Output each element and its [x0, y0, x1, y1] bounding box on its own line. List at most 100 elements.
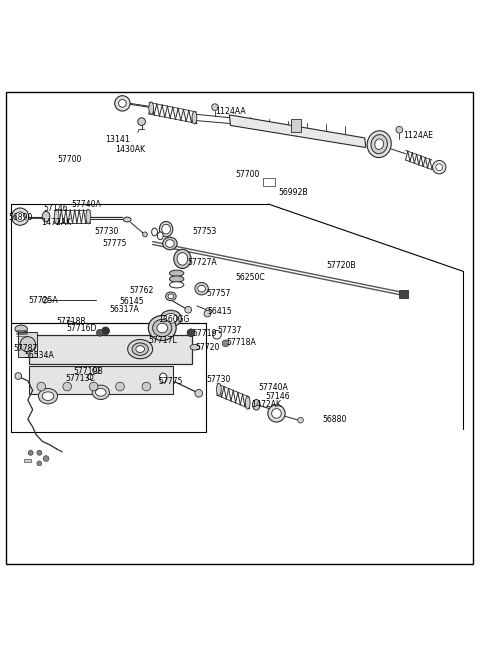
Circle shape: [37, 461, 42, 466]
Text: 57737: 57737: [217, 327, 241, 335]
Circle shape: [89, 382, 98, 391]
Circle shape: [204, 310, 211, 317]
Circle shape: [436, 164, 443, 171]
Ellipse shape: [96, 388, 106, 396]
Ellipse shape: [42, 211, 50, 222]
Ellipse shape: [163, 237, 177, 250]
Ellipse shape: [177, 253, 188, 265]
Ellipse shape: [169, 270, 184, 276]
Ellipse shape: [216, 383, 221, 396]
Text: 57718R: 57718R: [57, 317, 86, 326]
Text: 56415: 56415: [207, 307, 232, 316]
Text: 13141: 13141: [106, 135, 131, 144]
Text: 57700: 57700: [235, 170, 260, 179]
Bar: [29, 335, 192, 365]
Ellipse shape: [38, 388, 58, 404]
Circle shape: [93, 367, 99, 374]
Ellipse shape: [195, 282, 208, 295]
Ellipse shape: [160, 310, 181, 327]
Text: 57757: 57757: [206, 289, 231, 298]
Text: 56250C: 56250C: [235, 273, 265, 281]
Text: 57718A: 57718A: [227, 338, 256, 347]
Text: 57730: 57730: [94, 228, 119, 237]
Text: 57753: 57753: [192, 228, 216, 237]
Ellipse shape: [166, 292, 176, 300]
Ellipse shape: [213, 331, 221, 339]
Text: 1430AK: 1430AK: [115, 145, 145, 154]
Circle shape: [195, 390, 203, 397]
Text: 57146: 57146: [265, 392, 289, 401]
Circle shape: [63, 382, 72, 391]
Text: 57727A: 57727A: [187, 258, 217, 267]
Circle shape: [432, 161, 446, 174]
Text: 1472AK: 1472AK: [252, 400, 281, 409]
Circle shape: [42, 297, 48, 303]
Circle shape: [143, 232, 147, 237]
Circle shape: [15, 373, 22, 379]
Ellipse shape: [198, 285, 205, 292]
Text: 57720B: 57720B: [326, 261, 356, 270]
Circle shape: [187, 329, 195, 337]
Circle shape: [268, 405, 285, 422]
Circle shape: [138, 118, 145, 125]
Circle shape: [116, 382, 124, 391]
Ellipse shape: [157, 232, 163, 239]
Bar: [24, 459, 31, 462]
Ellipse shape: [128, 340, 153, 359]
Text: 56317A: 56317A: [109, 305, 139, 314]
Ellipse shape: [152, 228, 157, 236]
Circle shape: [272, 409, 281, 419]
Ellipse shape: [87, 375, 93, 380]
Circle shape: [212, 104, 218, 111]
Bar: [399, 289, 408, 298]
Text: 57700: 57700: [58, 155, 82, 163]
Text: 57719B: 57719B: [73, 367, 103, 376]
Circle shape: [12, 208, 29, 225]
Ellipse shape: [367, 131, 391, 157]
Bar: [291, 119, 301, 132]
Ellipse shape: [136, 346, 144, 352]
Ellipse shape: [148, 316, 176, 340]
Ellipse shape: [371, 134, 387, 154]
Ellipse shape: [164, 314, 178, 323]
Ellipse shape: [159, 373, 167, 382]
Bar: [263, 178, 275, 186]
Text: 1124AE: 1124AE: [403, 131, 433, 140]
Text: 57720: 57720: [195, 342, 219, 352]
Ellipse shape: [92, 385, 109, 400]
Circle shape: [119, 100, 126, 107]
Circle shape: [37, 451, 42, 455]
Ellipse shape: [190, 344, 200, 350]
Ellipse shape: [192, 112, 197, 124]
Ellipse shape: [149, 102, 154, 114]
Text: 57740A: 57740A: [71, 199, 101, 209]
Text: 57719: 57719: [192, 329, 216, 338]
Text: 56880: 56880: [323, 415, 347, 424]
Circle shape: [20, 337, 36, 352]
Ellipse shape: [153, 319, 172, 337]
Text: 56890: 56890: [9, 213, 33, 222]
Ellipse shape: [15, 325, 27, 333]
Text: 56145: 56145: [119, 297, 144, 306]
Ellipse shape: [169, 276, 184, 282]
Text: 57787: 57787: [13, 344, 38, 353]
Circle shape: [115, 96, 130, 111]
Bar: [18, 332, 37, 357]
Ellipse shape: [54, 209, 59, 224]
Ellipse shape: [168, 294, 174, 298]
Circle shape: [298, 417, 303, 423]
Text: 56992B: 56992B: [278, 188, 308, 197]
Circle shape: [43, 456, 49, 461]
Circle shape: [185, 306, 192, 313]
Circle shape: [15, 212, 25, 222]
Text: 57716D: 57716D: [66, 325, 97, 333]
Text: 57146: 57146: [43, 205, 68, 213]
Circle shape: [222, 340, 229, 347]
Ellipse shape: [174, 249, 191, 268]
Ellipse shape: [162, 224, 170, 234]
Circle shape: [205, 308, 210, 313]
Text: 56534A: 56534A: [24, 352, 54, 360]
Circle shape: [28, 451, 33, 455]
Text: 57725A: 57725A: [29, 296, 59, 304]
Ellipse shape: [169, 281, 184, 288]
